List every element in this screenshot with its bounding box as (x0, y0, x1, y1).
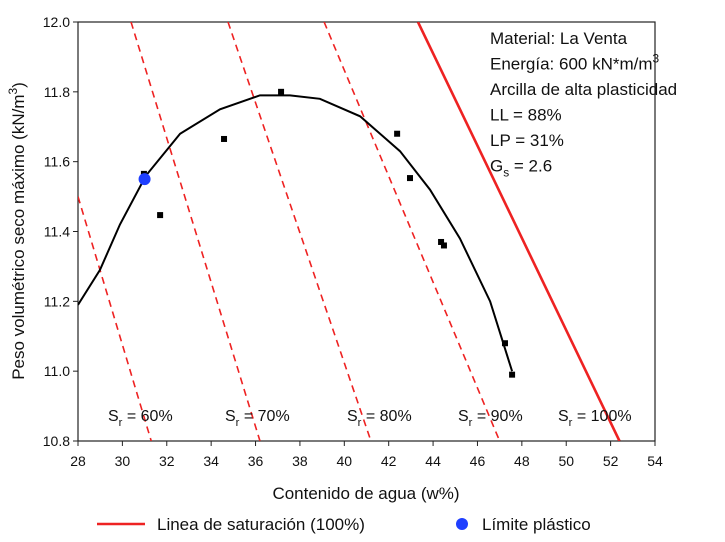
y-axis-label-main: Peso volumétrico seco máximo (kN/m (9, 94, 28, 379)
saturation-label: Sr = 80% (347, 408, 412, 429)
y-tick-label: 11.2 (44, 293, 70, 309)
saturation-label-tail: = 60% (122, 408, 172, 425)
saturation-line (323, 22, 501, 441)
saturation-line (130, 22, 261, 441)
fit-curve (78, 94, 514, 372)
x-tick-label: 50 (558, 453, 574, 469)
data-point (440, 242, 447, 249)
data-point (221, 135, 228, 142)
info-line-main: LP = 31% (490, 131, 564, 150)
saturation-label: Sr = 60% (108, 408, 173, 429)
x-tick-label: 28 (70, 453, 86, 469)
info-line: Arcilla de alta plasticidad (490, 80, 677, 99)
saturation-label-sub: r (119, 417, 123, 429)
y-tick-label: 11.6 (44, 154, 70, 170)
saturation-label-main: S (108, 408, 119, 425)
info-line-sup: 3 (653, 52, 660, 66)
info-line: Energía: 600 kN*m/m3 (490, 52, 660, 74)
y-axis-label-tail: ) (9, 82, 28, 88)
info-line-tail: = 2.6 (509, 157, 552, 176)
y-axis-label-sup: 3 (6, 87, 20, 94)
saturation-label-sub: r (236, 417, 240, 429)
saturation-label-sub: r (358, 417, 362, 429)
info-line: LP = 31% (490, 131, 564, 150)
saturation-label-sub: r (469, 417, 473, 429)
info-line-main: Material: La Venta (490, 29, 628, 48)
info-line-main: Energía: 600 kN*m/m (490, 55, 653, 74)
saturation-label-main: S (347, 408, 358, 425)
data-point (509, 371, 516, 378)
saturation-label-sub: r (569, 417, 573, 429)
x-tick-label: 44 (425, 453, 441, 469)
x-axis-label: Contenido de agua (w%) (272, 484, 459, 503)
y-tick-label: 11.0 (44, 363, 70, 379)
data-point (501, 340, 508, 347)
saturation-label: Sr = 70% (225, 408, 290, 429)
x-tick-label: 34 (203, 453, 219, 469)
saturation-label: Sr = 90% (458, 408, 523, 429)
info-line-main: G (490, 157, 503, 176)
x-tick-label: 52 (603, 453, 619, 469)
x-tick-label: 40 (337, 453, 353, 469)
x-tick-label: 48 (514, 453, 530, 469)
saturation-label: Sr = 100% (558, 408, 632, 429)
data-point (157, 212, 164, 219)
info-line-main: Arcilla de alta plasticidad (490, 80, 677, 99)
saturation-label-tail: = 80% (361, 408, 411, 425)
x-tick-label: 46 (470, 453, 486, 469)
legend-label: Límite plástico (482, 515, 591, 534)
saturation-label-tail: = 70% (239, 408, 289, 425)
y-tick-label: 10.8 (43, 433, 70, 449)
x-tick-label: 42 (381, 453, 397, 469)
saturation-line (78, 196, 153, 441)
saturation-label-main: S (458, 408, 469, 425)
data-point (394, 130, 401, 137)
legend-label: Linea de saturación (100%) (157, 515, 365, 534)
saturation-label-main: S (225, 408, 236, 425)
plot-area (78, 22, 621, 441)
x-tick-label: 30 (115, 453, 131, 469)
y-tick-label: 11.4 (44, 224, 70, 240)
info-line: Material: La Venta (490, 29, 628, 48)
y-tick-label: 12.0 (43, 14, 70, 30)
saturation-label-tail: = 90% (472, 408, 522, 425)
data-point (438, 238, 445, 245)
y-axis-label: Peso volumétrico seco máximo (kN/m3) (6, 82, 28, 380)
plastic-limit-point (138, 173, 151, 186)
saturation-label-main: S (558, 408, 569, 425)
saturation-line (227, 22, 372, 441)
x-tick-label: 36 (248, 453, 264, 469)
legend-swatch (456, 518, 468, 530)
info-line: Gs = 2.6 (490, 157, 552, 180)
x-tick-label: 54 (647, 453, 663, 469)
data-point (278, 88, 285, 95)
info-line-main: LL = 88% (490, 106, 562, 125)
x-tick-label: 32 (159, 453, 175, 469)
data-point (406, 175, 413, 182)
saturation-line (416, 22, 621, 441)
info-line-sub: s (503, 166, 509, 180)
x-tick-label: 38 (292, 453, 308, 469)
saturation-label-tail: = 100% (572, 408, 631, 425)
y-tick-label: 11.8 (44, 84, 70, 100)
info-line: LL = 88% (490, 106, 562, 125)
